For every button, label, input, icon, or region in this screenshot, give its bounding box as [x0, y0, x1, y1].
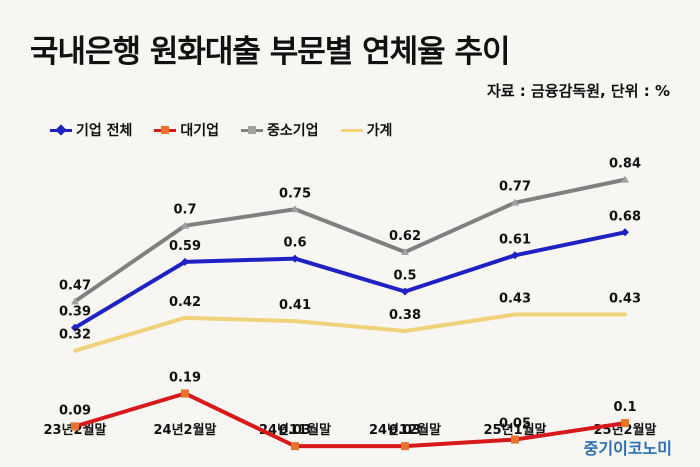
- data-point: [291, 254, 299, 263]
- series-line-2: [73, 177, 627, 304]
- data-label: 0.68: [609, 209, 641, 224]
- data-label: 0.43: [499, 292, 531, 307]
- data-label: 0.19: [169, 370, 201, 385]
- legend-swatch-total: [50, 124, 72, 136]
- data-point: [181, 389, 189, 398]
- x-tick-label: 24년2월말: [153, 422, 216, 438]
- data-label: 0.32: [59, 328, 91, 343]
- data-label: 0.41: [279, 298, 311, 313]
- data-label: 0.42: [169, 295, 201, 310]
- data-label: 0.5: [393, 269, 416, 284]
- data-point: [291, 442, 299, 451]
- data-label: 0.7: [173, 203, 196, 218]
- legend-item-sme: 중소기업: [241, 120, 319, 140]
- data-point: [511, 198, 519, 206]
- data-label: 0.03: [389, 423, 421, 438]
- data-label: 0.09: [59, 403, 91, 418]
- x-tick-label: 25년1월말: [483, 422, 546, 438]
- data-label: 0.84: [609, 157, 641, 172]
- data-point: [291, 205, 299, 213]
- series-line-3: [73, 312, 627, 353]
- legend: 기업 전체 대기업 중소기업 가계: [50, 120, 392, 140]
- chart-title: 국내은행 원화대출 부문별 연체율 추이: [30, 34, 510, 70]
- data-point: [181, 221, 189, 229]
- legend-swatch-sme: [241, 125, 264, 135]
- data-point: [401, 287, 409, 296]
- data-point: [401, 442, 409, 451]
- data-point: [183, 315, 187, 320]
- data-label: 0.75: [279, 186, 311, 201]
- data-point: [71, 323, 79, 332]
- data-point: [511, 435, 519, 444]
- data-label: 0.38: [389, 308, 421, 323]
- data-label: 0.77: [499, 180, 531, 195]
- data-label: 0.59: [169, 239, 201, 254]
- x-tick-label: 24년12월말: [369, 422, 441, 438]
- legend-label-sme: 중소기업: [267, 123, 319, 139]
- data-label: 0.62: [389, 229, 421, 244]
- data-label: 0.43: [609, 292, 641, 307]
- x-tick-label: 24년11월말: [259, 422, 331, 438]
- source-note: 자료 : 금융감독원, 단위 : %: [486, 82, 670, 100]
- data-point: [623, 312, 627, 317]
- data-label: 0.05: [499, 417, 531, 432]
- data-point: [181, 257, 189, 266]
- data-point: [73, 348, 77, 353]
- data-point: [71, 297, 79, 305]
- legend-label-household: 가계: [366, 123, 393, 139]
- data-point: [621, 228, 629, 237]
- data-point: [293, 319, 297, 324]
- legend-label-large: 대기업: [180, 123, 220, 139]
- data-point: [513, 312, 517, 317]
- legend-label-total: 기업 전체: [76, 123, 133, 139]
- data-label: 0.47: [59, 278, 91, 293]
- legend-swatch-large: [154, 125, 177, 135]
- series-line-1: [73, 391, 627, 449]
- data-point: [403, 328, 407, 333]
- data-point: [621, 419, 629, 428]
- data-label: 0.6: [283, 236, 306, 251]
- data-point: [401, 248, 409, 256]
- data-label: 0.03: [279, 423, 311, 438]
- legend-item-household: 가계: [340, 120, 393, 140]
- watermark-logo: 중기이코노미: [583, 439, 672, 458]
- legend-item-large: 대기업: [154, 120, 219, 140]
- data-point: [511, 251, 519, 260]
- data-label: 0.1: [613, 400, 636, 415]
- data-point: [71, 422, 79, 431]
- data-point: [621, 175, 629, 183]
- data-label: 0.39: [59, 305, 91, 320]
- series-line-0: [73, 230, 627, 330]
- legend-item-total: 기업 전체: [50, 120, 132, 140]
- data-label: 0.61: [499, 232, 531, 247]
- legend-swatch-household: [340, 125, 363, 135]
